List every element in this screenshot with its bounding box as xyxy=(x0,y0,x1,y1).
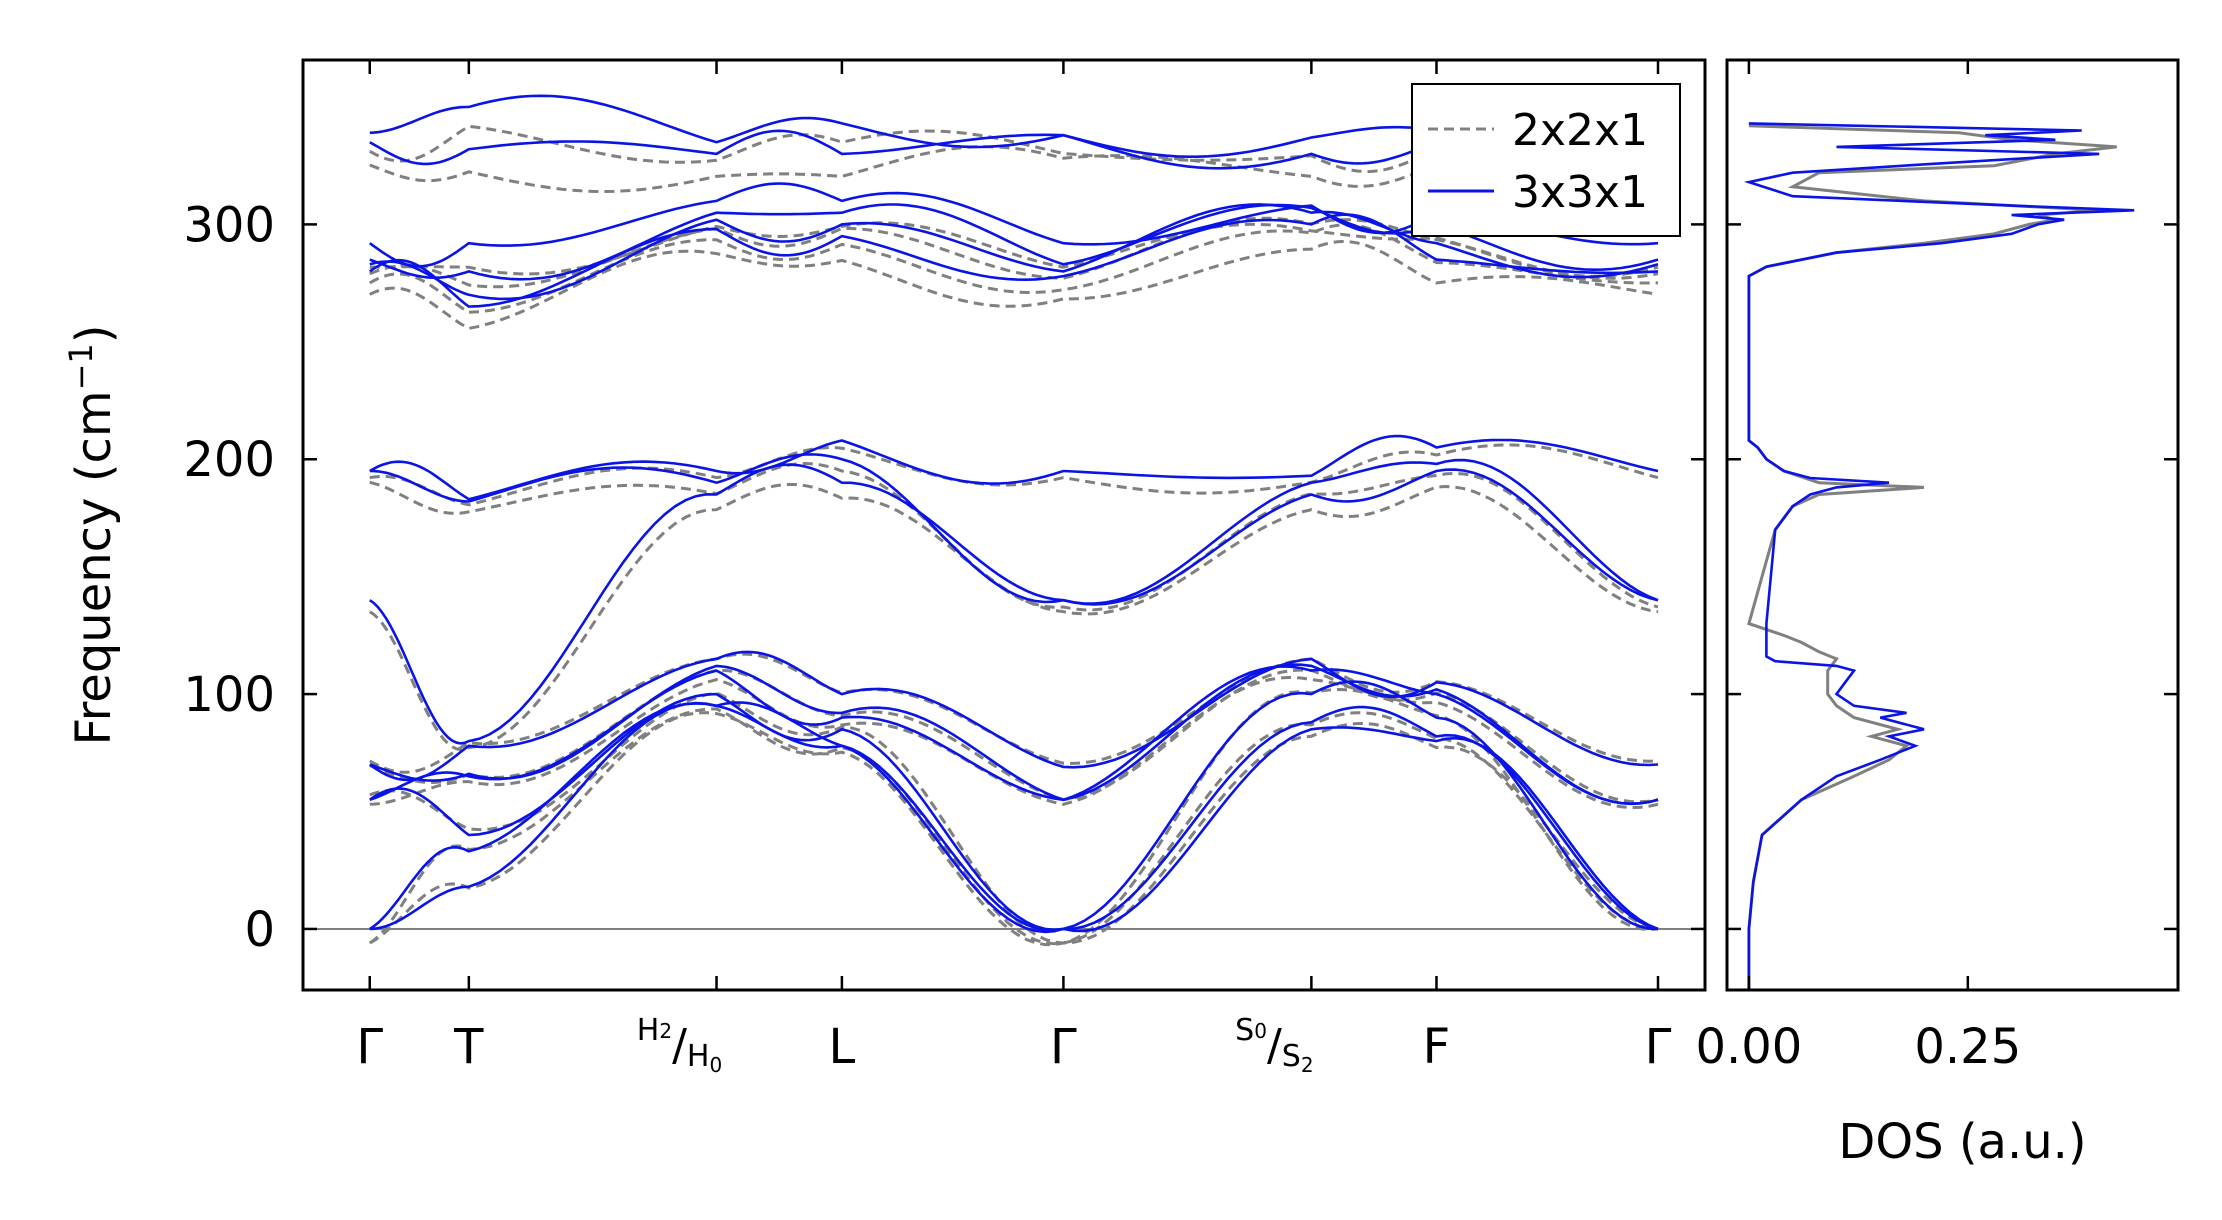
band-2x2x1 xyxy=(369,443,1659,507)
band-2x2x1 xyxy=(369,652,1659,774)
dos-xtick-label: 0.00 xyxy=(1695,1019,1802,1075)
xtick-label-sub: 2 xyxy=(659,1019,672,1043)
dos-axes-frame xyxy=(1725,58,2180,992)
ytick-label: 100 xyxy=(183,667,275,723)
ytick-label: 300 xyxy=(183,197,275,253)
band-2x2x1 xyxy=(369,668,1659,804)
legend-label: 2x2x1 xyxy=(1512,105,1648,156)
legend-box xyxy=(1411,83,1681,237)
y-axis-label-main: Frequency (cm xyxy=(66,390,122,745)
xtick-label: T xyxy=(453,1019,484,1075)
band-3x3x1 xyxy=(369,680,1659,932)
dos-2x2x1 xyxy=(1747,124,2117,990)
xtick-label-part: H xyxy=(687,1039,710,1074)
xtick-label-split: H2/H0 xyxy=(637,1013,722,1077)
xtick-label: L xyxy=(829,1019,856,1075)
band-2x2x1 xyxy=(369,221,1659,278)
xtick-label-slash: / xyxy=(1267,1020,1282,1071)
band-3x3x1 xyxy=(369,702,1659,934)
xtick-label: F xyxy=(1423,1019,1451,1075)
y-axis-label: Frequency (cm−1) xyxy=(62,324,122,745)
ytick-label: 200 xyxy=(183,432,275,488)
xtick-label: Γ xyxy=(1050,1019,1077,1075)
dos-x-axis-label: DOS (a.u.) xyxy=(1838,1114,2086,1170)
legend-label: 3x3x1 xyxy=(1512,167,1648,218)
dos-3x3x1 xyxy=(1743,122,2135,990)
xtick-label: Γ xyxy=(356,1019,383,1075)
dos-panel xyxy=(1725,58,2180,992)
y-axis-label-close: ) xyxy=(66,324,122,343)
band-3x3x1 xyxy=(369,463,1659,745)
y-axis-label-exp: −1 xyxy=(62,343,100,390)
band-3x3x1 xyxy=(369,453,1659,605)
band-2x2x1 xyxy=(369,216,1659,289)
band-3x3x1 xyxy=(369,701,1659,933)
band-3x3x1 xyxy=(369,213,1659,308)
xtick-label-sub: 0 xyxy=(1254,1019,1267,1043)
band-3x3x1 xyxy=(369,203,1659,301)
band-2x2x1 xyxy=(368,482,1659,752)
xtick-label-part: S xyxy=(1282,1039,1301,1074)
legend: 2x2x1 3x3x1 xyxy=(1411,83,1681,237)
band-2x2x1 xyxy=(369,239,1659,330)
band-2x2x1 xyxy=(368,707,1659,946)
main-axes-frame xyxy=(301,58,1707,992)
xtick-label-sub: 2 xyxy=(1301,1053,1314,1077)
xtick-label-part: H xyxy=(637,1013,660,1048)
xtick-label-sub: 0 xyxy=(709,1053,722,1077)
band-3x3x1 xyxy=(369,663,1659,806)
xtick-label: Γ xyxy=(1645,1019,1672,1075)
xtick-label-split: S0/S2 xyxy=(1235,1013,1313,1077)
xtick-label-slash: / xyxy=(672,1020,687,1071)
band-3x3x1 xyxy=(369,650,1659,782)
xtick-label-part: S xyxy=(1235,1013,1254,1048)
dos-xtick-label: 0.25 xyxy=(1914,1019,2021,1075)
band-2x2x1 xyxy=(369,223,1659,314)
ytick-label: 0 xyxy=(244,902,275,958)
dos-lines xyxy=(1743,122,2135,990)
band-3x3x1 xyxy=(369,434,1659,501)
